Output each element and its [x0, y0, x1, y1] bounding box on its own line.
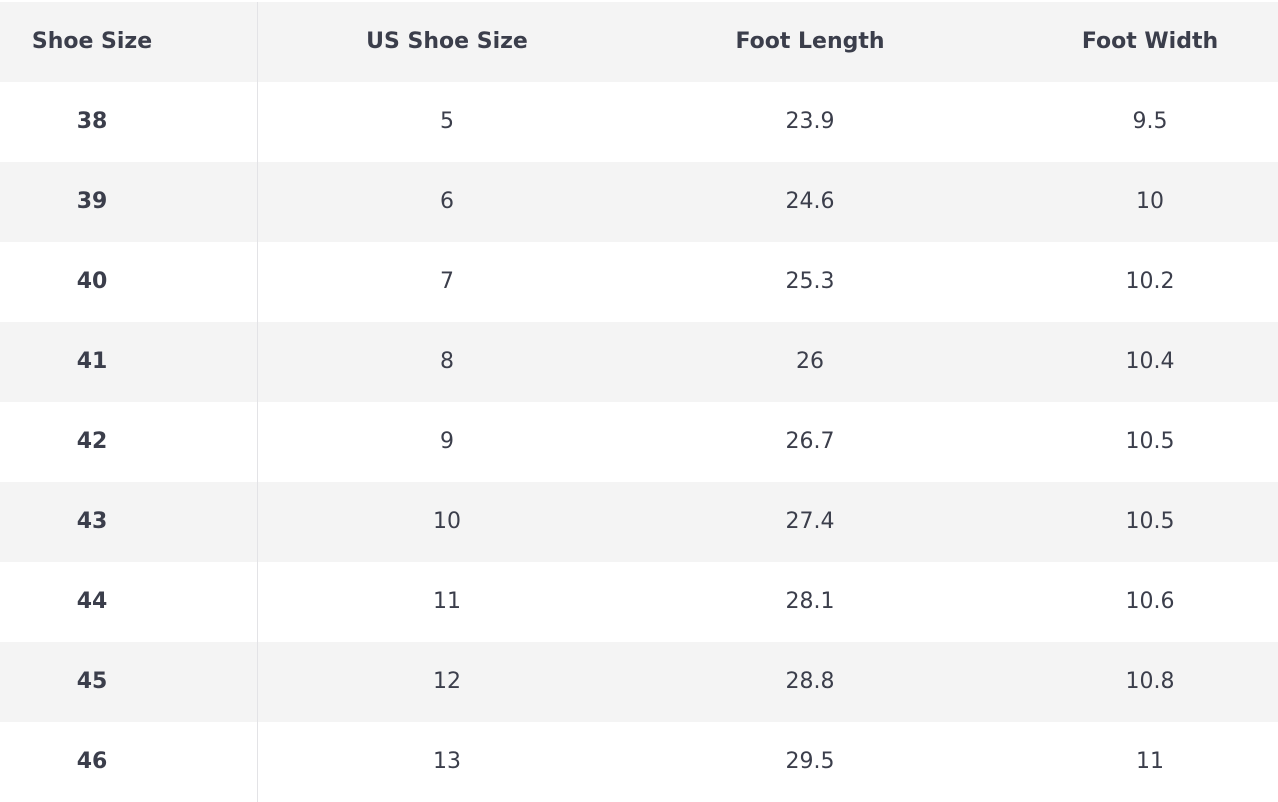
table-cell: 43	[76, 509, 108, 534]
table-cell: 10.4	[1125, 349, 1175, 374]
table-cell: 7	[440, 269, 454, 294]
table-row: 39 6 24.6 10	[0, 162, 1278, 242]
table-cell: 29.5	[785, 749, 835, 774]
table-cell: 9	[440, 429, 454, 454]
table-cell: 10.8	[1125, 669, 1175, 694]
table-cell: 23.9	[785, 109, 835, 134]
table-cell: US Shoe Size	[366, 29, 528, 54]
table-row: 41 8 26 10.4	[0, 322, 1278, 402]
table-cell: 24.6	[785, 189, 835, 214]
table-cell: 26.7	[785, 429, 835, 454]
table-cell: 41	[76, 349, 108, 374]
table-cell: 8	[440, 349, 454, 374]
table-cell: 10.2	[1125, 269, 1175, 294]
header-row: Shoe Size US Shoe Size Foot Length Foot Wid…	[0, 2, 1278, 82]
table-cell: 6	[440, 189, 454, 214]
table-cell: 40	[76, 269, 108, 294]
table-cell: 25.3	[785, 269, 835, 294]
table-cell: 10	[433, 509, 461, 534]
column-divider	[257, 2, 258, 802]
table-cell: 10.5	[1125, 429, 1175, 454]
table-row: 44 11 28.1 10.6	[0, 562, 1278, 642]
table-row: 46 13 29.5 11	[0, 722, 1278, 802]
table-cell: Foot Length	[735, 29, 885, 54]
table-cell: 9.5	[1132, 109, 1168, 134]
table-cell: 26	[796, 349, 824, 374]
table-row: 40 7 25.3 10.2	[0, 242, 1278, 322]
table-cell: 13	[433, 749, 461, 774]
table-cell: 10	[1136, 189, 1164, 214]
table-cell: Shoe Size	[31, 29, 153, 54]
table-cell: 5	[440, 109, 454, 134]
table-cell: 28.1	[785, 589, 835, 614]
table-row: 43 10 27.4 10.5	[0, 482, 1278, 562]
table-row: 42 9 26.7 10.5	[0, 402, 1278, 482]
table-cell: 45	[76, 669, 108, 694]
table-cell: 46	[76, 749, 108, 774]
table-cell: 38	[76, 109, 108, 134]
table-cell: 27.4	[785, 509, 835, 534]
table-row: 45 12 28.8 10.8	[0, 642, 1278, 722]
table-cell: 10.5	[1125, 509, 1175, 534]
table-cell: 12	[433, 669, 461, 694]
table-cell: 10.6	[1125, 589, 1175, 614]
table-cell: 11	[433, 589, 461, 614]
table-row: 38 5 23.9 9.5	[0, 82, 1278, 162]
table-cell: 39	[76, 189, 108, 214]
table-cell: 28.8	[785, 669, 835, 694]
table-cell: 44	[76, 589, 108, 614]
table-cell: 11	[1136, 749, 1164, 774]
table-cell: 42	[76, 429, 108, 454]
table-cell: Foot Width	[1081, 29, 1219, 54]
